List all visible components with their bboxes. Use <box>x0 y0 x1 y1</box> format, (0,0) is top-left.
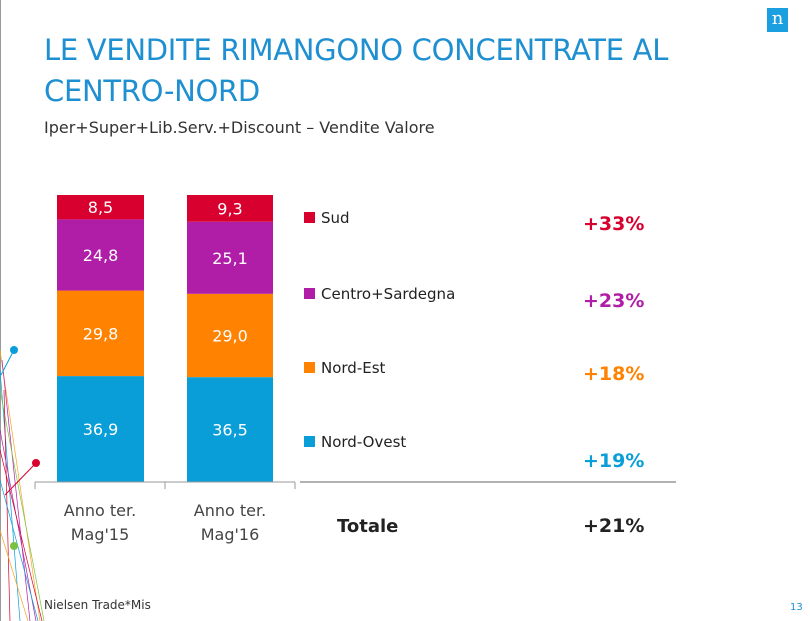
data-label: 36,9 <box>83 420 119 439</box>
bar-segment <box>187 293 273 378</box>
data-label: 29,0 <box>212 326 248 345</box>
growth-label: +19% <box>583 450 644 472</box>
x-tick-label: Mag'15 <box>71 525 130 544</box>
legend-label: Sud <box>321 209 350 227</box>
growth-label: +23% <box>583 290 644 312</box>
bar-segment <box>57 195 144 220</box>
data-label: 29,8 <box>83 324 119 343</box>
slide-subtitle: Iper+Super+Lib.Serv.+Discount – Vendite … <box>44 118 435 137</box>
red-dot <box>32 459 40 467</box>
data-label: 9,3 <box>217 199 242 218</box>
stacked-bar-chart: 36,9 29,8 24,8 8,5 36,5 29,0 25,1 9,3 Anno ter.… <box>34 195 676 544</box>
slide-title: LE VENDITE RIMANGONO CONCENTRATE AL CENT… <box>44 33 669 108</box>
legend-swatch <box>304 362 315 373</box>
data-label: 36,5 <box>212 421 248 440</box>
legend-label: Nord-Ovest <box>321 433 406 451</box>
decorative-mesh <box>0 346 45 621</box>
slide-edge-line <box>0 0 1 621</box>
x-tick-label: Anno ter. <box>64 501 136 520</box>
legend-swatch <box>304 436 315 447</box>
bar-segment <box>57 290 144 377</box>
legend-label: Nord-Est <box>321 359 386 377</box>
blue-dot <box>10 346 18 354</box>
growth-label: +18% <box>583 363 644 385</box>
total-label: Totale <box>337 516 398 537</box>
total-growth: +21% <box>583 515 644 537</box>
data-label: 8,5 <box>88 198 113 217</box>
bar-segment <box>187 377 273 482</box>
bar-segment <box>187 195 273 222</box>
legend-swatch <box>304 288 315 299</box>
data-label: 25,1 <box>212 249 248 268</box>
legend-swatch <box>304 212 315 223</box>
bar-segment <box>57 219 144 291</box>
x-tick-label: Anno ter. <box>194 501 266 520</box>
x-tick-label: Mag'16 <box>201 525 260 544</box>
page-number: 13 <box>790 602 803 613</box>
growth-label: +33% <box>583 213 644 235</box>
data-label: 24,8 <box>83 246 119 265</box>
bar-segment <box>187 221 273 294</box>
bar-segment <box>57 376 144 482</box>
legend-label: Centro+Sardegna <box>321 285 455 303</box>
green-dot <box>10 542 18 550</box>
source-note: Nielsen Trade*Mis <box>44 598 151 612</box>
nielsen-logo: n <box>767 8 788 32</box>
